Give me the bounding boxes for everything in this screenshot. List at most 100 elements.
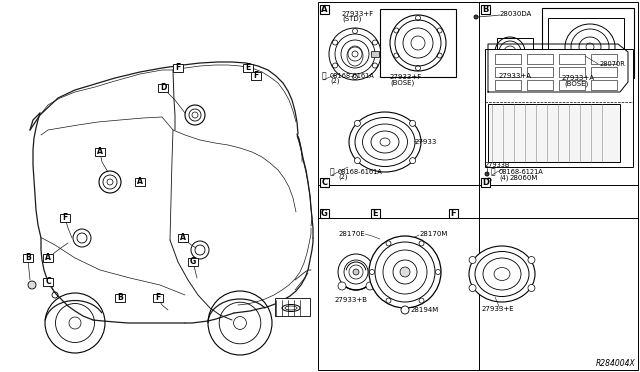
Bar: [548, 18, 624, 74]
Bar: [481, 5, 490, 14]
Text: 27933+F: 27933+F: [342, 11, 374, 17]
Text: B: B: [483, 5, 489, 14]
Bar: [135, 178, 145, 186]
Text: 28060M: 28060M: [510, 175, 538, 181]
Text: F: F: [253, 71, 259, 80]
Text: F: F: [156, 294, 161, 302]
Text: A: A: [45, 253, 51, 263]
Text: A: A: [97, 148, 103, 157]
Text: G: G: [190, 257, 196, 266]
Circle shape: [528, 285, 535, 292]
Bar: [485, 49, 633, 167]
Circle shape: [369, 269, 374, 275]
Circle shape: [386, 241, 391, 246]
Circle shape: [366, 282, 374, 290]
Circle shape: [355, 158, 360, 164]
Circle shape: [469, 285, 476, 292]
Bar: [495, 54, 521, 64]
Circle shape: [390, 15, 446, 71]
Text: 27933+B: 27933+B: [335, 297, 368, 303]
Circle shape: [410, 158, 415, 164]
Bar: [43, 278, 53, 286]
Text: (BOSE): (BOSE): [564, 81, 588, 87]
Text: (2): (2): [338, 174, 348, 180]
Circle shape: [410, 121, 415, 126]
Circle shape: [487, 178, 491, 182]
Bar: [43, 254, 53, 262]
Bar: [320, 5, 329, 14]
Circle shape: [435, 269, 440, 275]
Text: A: A: [321, 5, 328, 14]
Bar: [591, 80, 617, 90]
Text: 27933B: 27933B: [485, 162, 510, 168]
Text: 08168-6121A: 08168-6121A: [499, 169, 544, 175]
Text: 08168-6161A: 08168-6161A: [330, 73, 375, 79]
Circle shape: [474, 15, 478, 19]
Text: F: F: [175, 64, 180, 73]
Bar: [243, 64, 253, 72]
Bar: [542, 8, 634, 78]
Text: R284004X: R284004X: [596, 359, 636, 368]
Bar: [497, 38, 533, 74]
Text: 28170E: 28170E: [339, 231, 365, 237]
Ellipse shape: [469, 246, 535, 302]
Bar: [188, 258, 198, 266]
Text: Ⓢ: Ⓢ: [330, 167, 335, 176]
Text: F: F: [62, 214, 68, 222]
Bar: [559, 54, 585, 64]
Text: C: C: [321, 178, 328, 187]
Circle shape: [355, 121, 360, 126]
Bar: [275, 298, 310, 316]
Text: 08168-6161A: 08168-6161A: [338, 169, 383, 175]
Bar: [591, 67, 617, 77]
Circle shape: [353, 269, 359, 275]
Bar: [371, 209, 380, 218]
Circle shape: [386, 298, 391, 303]
Text: 28170M: 28170M: [420, 231, 449, 237]
Bar: [320, 178, 329, 187]
Bar: [591, 54, 617, 64]
Text: 27933+E: 27933+E: [482, 306, 515, 312]
Circle shape: [401, 306, 409, 314]
Circle shape: [400, 267, 410, 277]
Bar: [158, 84, 168, 92]
Text: 28194M: 28194M: [411, 307, 439, 313]
Circle shape: [338, 254, 374, 290]
Bar: [320, 209, 329, 218]
Bar: [481, 178, 490, 187]
Bar: [559, 67, 585, 77]
Text: E: E: [245, 64, 251, 73]
Text: 27933+A: 27933+A: [562, 75, 595, 81]
Text: E: E: [372, 209, 378, 218]
Text: B: B: [25, 253, 31, 263]
Bar: [60, 214, 70, 222]
Circle shape: [419, 298, 424, 303]
Circle shape: [528, 257, 535, 263]
Text: C: C: [45, 278, 51, 286]
Text: Ⓢ: Ⓢ: [491, 167, 495, 176]
Circle shape: [28, 281, 36, 289]
Bar: [371, 51, 379, 57]
Text: D: D: [482, 178, 489, 187]
Bar: [495, 80, 521, 90]
Text: (2): (2): [330, 78, 339, 84]
Circle shape: [485, 172, 489, 176]
Bar: [115, 294, 125, 302]
Text: 28030DA: 28030DA: [500, 11, 532, 17]
Text: B: B: [117, 294, 123, 302]
Bar: [178, 234, 188, 242]
Text: (BOSE): (BOSE): [390, 80, 414, 86]
Text: 27933+F: 27933+F: [390, 74, 422, 80]
Bar: [23, 254, 33, 262]
Bar: [488, 104, 620, 162]
Text: 27933+A: 27933+A: [499, 73, 532, 79]
Bar: [559, 80, 585, 90]
Text: A: A: [180, 234, 186, 243]
Text: Ⓢ: Ⓢ: [322, 71, 326, 80]
Bar: [95, 148, 105, 156]
Text: F: F: [451, 209, 456, 218]
Bar: [173, 64, 183, 72]
Circle shape: [469, 257, 476, 263]
Bar: [380, 9, 456, 77]
Text: 28070R: 28070R: [600, 61, 626, 67]
